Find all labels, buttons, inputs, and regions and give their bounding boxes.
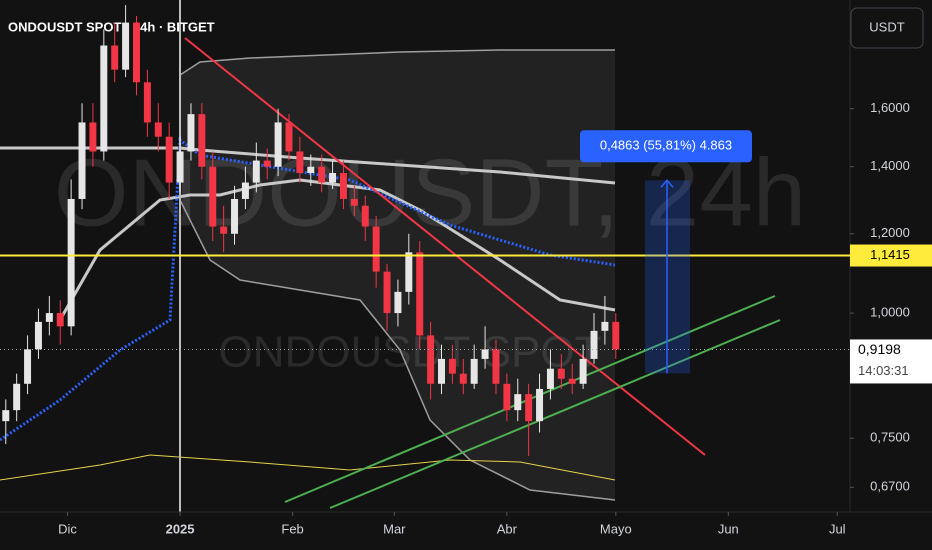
lower-band: [58, 178, 616, 321]
candle-body: [448, 358, 456, 374]
candle-body: [525, 394, 533, 422]
currency-label[interactable]: USDT: [869, 19, 904, 34]
candle-body: [416, 252, 424, 336]
candle-body: [34, 321, 42, 350]
candle-body: [372, 226, 380, 272]
last-price-label: 0,9198: [858, 341, 901, 357]
candle-body: [187, 114, 195, 152]
candle-body: [492, 349, 500, 384]
y-tick-label: 1,6000: [870, 100, 910, 115]
candle-body: [274, 122, 282, 167]
candle-body: [67, 198, 75, 327]
candle-body: [56, 313, 64, 327]
countdown-label: 14:03:31: [858, 363, 909, 378]
candle-body: [100, 45, 108, 152]
candle-body: [579, 358, 587, 384]
watermark-small: ONDOUSDT SPOT: [218, 328, 601, 377]
candle-body: [2, 410, 10, 422]
candle-body: [252, 160, 260, 183]
candle-body: [329, 172, 337, 183]
outer-upper-band: [179, 49, 615, 76]
candle-body: [318, 166, 326, 183]
x-tick-label: Mar: [383, 521, 406, 536]
y-tick-label: 1,2000: [870, 225, 910, 240]
x-tick-label: Dic: [58, 521, 77, 536]
y-tick-label: 1,0000: [870, 305, 910, 320]
candle-body: [394, 291, 402, 314]
x-tick-label: Mayo: [600, 521, 632, 536]
candle-body: [514, 394, 522, 411]
x-tick-label: 2025: [166, 521, 195, 536]
candle-body: [220, 226, 228, 234]
candle-body: [459, 373, 467, 384]
candle-body: [470, 358, 478, 384]
price-tag-label: 1,1415: [870, 247, 910, 262]
candle-body: [89, 122, 97, 152]
x-tick-label: Feb: [281, 521, 303, 536]
candle-body: [612, 321, 620, 350]
candle-body: [285, 122, 293, 152]
chart-title: ONDOUSDT SPOT · 24h · BITGET: [8, 19, 215, 34]
candle-body: [427, 335, 435, 384]
candle-body: [241, 182, 249, 199]
measure-label: 0,4863 (55,81%) 4.863: [600, 138, 732, 153]
candle-body: [557, 368, 565, 379]
candle-body: [143, 82, 151, 123]
candle-body: [209, 166, 217, 227]
outer-lower-band: [179, 199, 616, 501]
upper-band: [0, 146, 616, 185]
last-price-tag: [850, 339, 932, 384]
candle-body: [198, 114, 206, 167]
candle-body: [24, 349, 32, 384]
candles: [2, 5, 620, 456]
volume-average: [0, 454, 616, 481]
candle-body: [536, 388, 544, 422]
candle-body: [405, 252, 413, 292]
candle-body: [568, 378, 576, 384]
candle-body: [13, 383, 21, 411]
candle-body: [296, 151, 304, 173]
support-line: [329, 319, 781, 509]
candle-body: [361, 205, 369, 227]
candle-body: [154, 122, 162, 137]
y-tick-label: 0,6700: [870, 479, 910, 494]
x-tick-label: Abr: [497, 521, 518, 536]
candle-body: [165, 136, 173, 183]
candle-body: [307, 166, 315, 173]
candle-body: [503, 383, 511, 411]
measure-arrowhead: [660, 179, 674, 188]
y-tick-label: 0,7500: [870, 430, 910, 445]
candle-body: [339, 172, 347, 199]
candle-body: [601, 321, 609, 331]
measure-label-box: [580, 130, 752, 163]
x-tick-label: Jul: [829, 521, 846, 536]
x-tick-label: Jun: [718, 521, 739, 536]
candle-body: [45, 313, 53, 322]
candle-body: [78, 122, 86, 199]
candle-body: [231, 198, 239, 234]
candle-body: [350, 198, 358, 206]
candle-body: [383, 271, 391, 314]
candle-body: [122, 22, 130, 70]
y-tick-label: 1,4000: [870, 158, 910, 173]
candle-body: [111, 45, 119, 70]
candle-body: [481, 349, 489, 359]
trend-line: [184, 37, 706, 456]
currency-button[interactable]: [850, 7, 924, 49]
candle-body: [133, 22, 140, 83]
candle-body: [546, 368, 554, 389]
candle-body: [590, 330, 598, 359]
candle-body: [438, 358, 445, 384]
candle-body: [176, 151, 184, 183]
candle-body: [263, 160, 271, 167]
price-tag: [850, 244, 932, 267]
